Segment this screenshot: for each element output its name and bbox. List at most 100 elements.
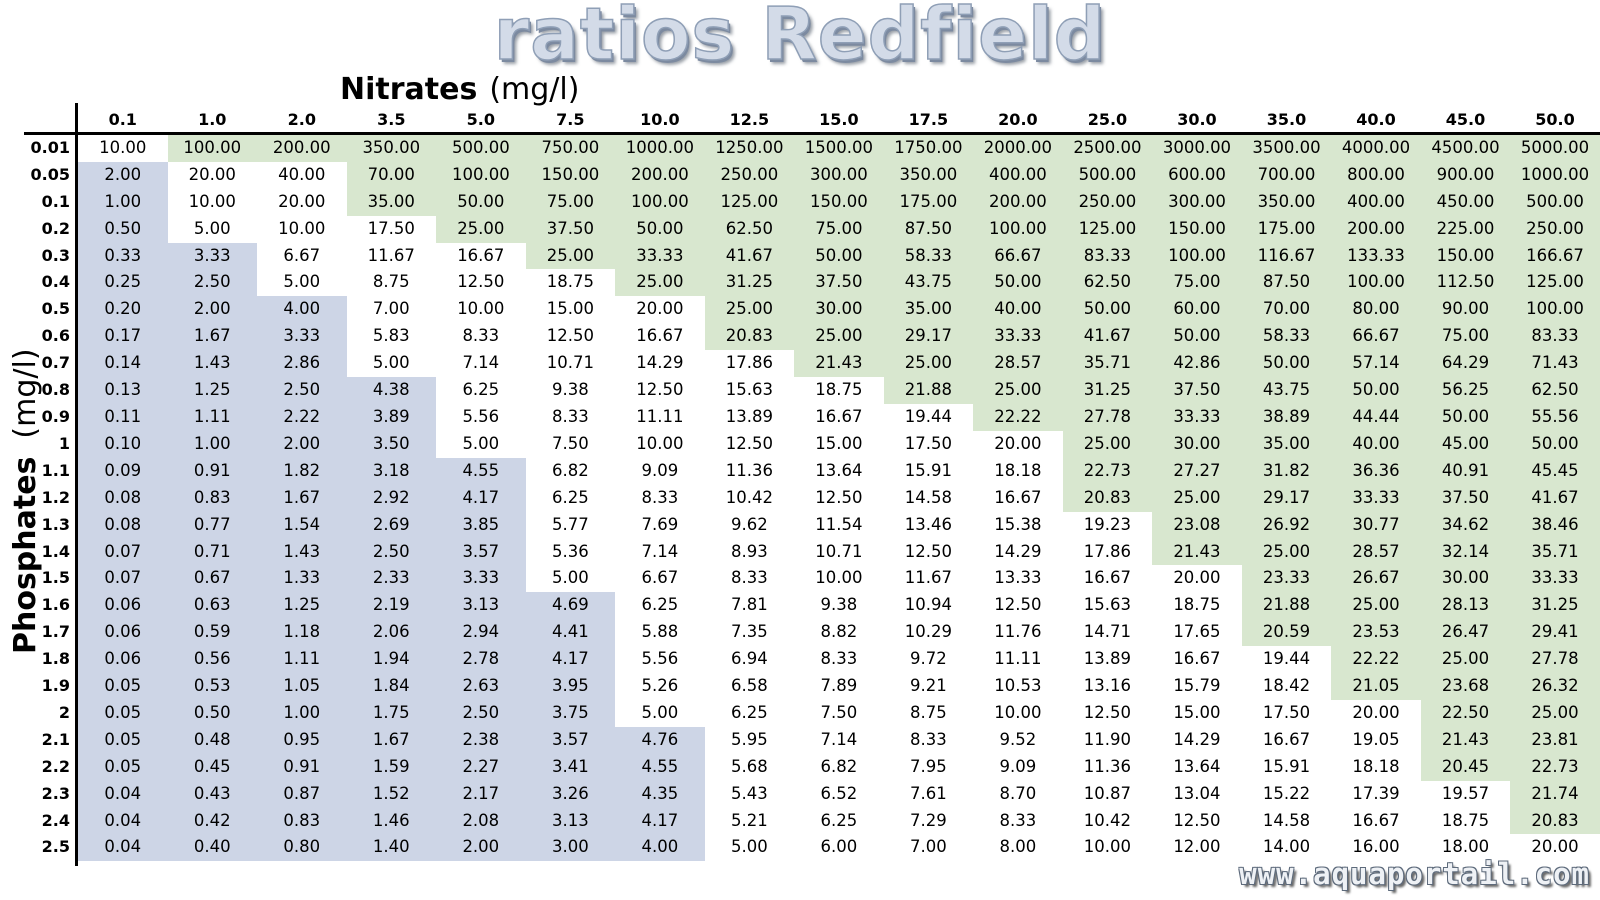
table-cell: 1750.00 <box>883 134 974 162</box>
table-cell: 31.25 <box>1510 592 1600 620</box>
table-cell: 0.07 <box>78 565 168 593</box>
table-cell: 2.22 <box>257 403 347 431</box>
table-cell: 7.50 <box>794 699 884 727</box>
table-cell: 66.67 <box>1331 323 1421 351</box>
table-cell: 28.57 <box>1331 538 1421 566</box>
table-cell: 20.00 <box>1510 834 1600 862</box>
table-cell: 22.22 <box>1331 646 1421 674</box>
table-cell: 225.00 <box>1420 215 1511 243</box>
table-cell: 0.04 <box>78 807 168 835</box>
table-cell: 2.08 <box>436 807 526 835</box>
table-cell: 40.00 <box>1331 430 1421 458</box>
table-cell: 10.42 <box>704 484 795 512</box>
table-cell: 0.91 <box>257 753 347 781</box>
table-cell: 18.75 <box>1152 592 1242 620</box>
table-cell: 10.87 <box>1062 780 1153 808</box>
table-cell: 5.95 <box>704 726 795 754</box>
table-cell: 37.50 <box>1420 484 1511 512</box>
table-cell: 12.50 <box>1152 807 1242 835</box>
table-cell: 100.00 <box>615 188 705 216</box>
table-cell: 7.14 <box>794 726 884 754</box>
table-cell: 0.91 <box>167 457 258 485</box>
table-cell: 62.50 <box>1062 269 1153 297</box>
table-cell: 23.68 <box>1420 673 1511 700</box>
table-cell: 16.67 <box>1062 565 1153 593</box>
table-cell: 7.81 <box>704 592 795 620</box>
table-cell: 10.94 <box>883 592 974 620</box>
table-cell: 25.00 <box>1510 699 1600 727</box>
table-cell: 12.00 <box>1152 834 1242 862</box>
table-cell: 0.04 <box>78 780 168 808</box>
column-header: 10.0 <box>640 110 680 129</box>
table-cell: 2.00 <box>436 834 526 862</box>
table-cell: 35.00 <box>883 296 974 324</box>
table-cell: 13.89 <box>704 403 795 431</box>
table-cell: 33.33 <box>1331 484 1421 512</box>
table-cell: 400.00 <box>973 161 1063 189</box>
table-cell: 100.00 <box>1152 242 1242 270</box>
table-cell: 37.50 <box>1152 377 1242 404</box>
table-cell: 55.56 <box>1510 403 1600 431</box>
table-cell: 29.17 <box>883 323 974 351</box>
table-cell: 6.25 <box>704 699 795 727</box>
table-cell: 16.67 <box>1331 807 1421 835</box>
table-cell: 9.72 <box>883 646 974 674</box>
table-cell: 1000.00 <box>1510 161 1600 189</box>
table-cell: 50.00 <box>615 215 705 243</box>
column-header: 15.0 <box>819 110 859 129</box>
table-cell: 2.94 <box>436 619 526 647</box>
row-header: 0.9 <box>41 406 70 426</box>
ratio-table: 0.1 1.0 2.0 3.5 5.0 7.5 10.0 12.5 15.0 17.5 20.0 25… <box>0 108 1600 862</box>
table-cell: 2.00 <box>78 161 168 189</box>
table-cell: 1.00 <box>78 188 168 216</box>
table-cell: 17.50 <box>1241 699 1332 727</box>
table-cell: 100.00 <box>167 134 258 162</box>
table-cell: 10.00 <box>257 215 347 243</box>
table-cell: 6.82 <box>525 457 616 485</box>
table-cell: 17.86 <box>1062 538 1153 566</box>
row-header: 1.3 <box>41 514 70 534</box>
table-cell: 17.50 <box>346 215 437 243</box>
table-cell: 4.41 <box>525 619 616 647</box>
column-header: 25.0 <box>1087 110 1128 129</box>
table-cell: 7.14 <box>436 350 526 378</box>
table-cell: 1.18 <box>257 619 347 647</box>
table-cell: 9.38 <box>525 377 616 404</box>
table-cell: 18.18 <box>973 457 1063 485</box>
table-cell: 41.67 <box>1510 484 1600 512</box>
table-cell: 70.00 <box>1241 296 1332 324</box>
table-cell: 20.59 <box>1241 619 1332 647</box>
table-cell: 0.07 <box>78 538 168 566</box>
table-cell: 1.82 <box>257 457 347 485</box>
table-cell: 10.00 <box>1062 834 1153 862</box>
table-cell: 21.88 <box>883 377 974 404</box>
table-cell: 4.17 <box>525 646 616 674</box>
website-watermark: www.aquaportail.com <box>1239 857 1590 891</box>
table-cell: 26.67 <box>1331 565 1421 593</box>
table-cell: 5.88 <box>615 619 705 647</box>
column-header: 12.5 <box>729 110 770 129</box>
table-cell: 4.55 <box>436 457 526 485</box>
table-cell: 18.75 <box>794 377 884 404</box>
table-cell: 31.25 <box>704 269 795 297</box>
row-header: 2.1 <box>41 729 70 749</box>
row-header: 1.5 <box>41 568 70 588</box>
column-header: 2.0 <box>287 110 316 129</box>
table-cell: 5.26 <box>615 673 705 700</box>
table-cell: 0.59 <box>167 619 258 647</box>
table-cell: 38.89 <box>1241 403 1332 431</box>
row-header: 0.01 <box>30 137 70 157</box>
table-cell: 0.20 <box>78 296 168 324</box>
table-cell: 0.48 <box>167 726 258 754</box>
table-cell: 11.54 <box>794 511 884 539</box>
table-cell: 1.67 <box>346 726 437 754</box>
table-cell: 8.93 <box>704 538 795 566</box>
table-cell: 10.00 <box>78 134 168 162</box>
table-cell: 28.57 <box>973 350 1063 378</box>
table-cell: 0.04 <box>78 834 168 862</box>
table-cell: 22.50 <box>1420 699 1511 727</box>
table-cell: 3.33 <box>257 323 347 351</box>
table-cell: 5.36 <box>525 538 616 566</box>
table-cell: 0.45 <box>167 753 258 781</box>
table-cell: 100.00 <box>973 215 1063 243</box>
